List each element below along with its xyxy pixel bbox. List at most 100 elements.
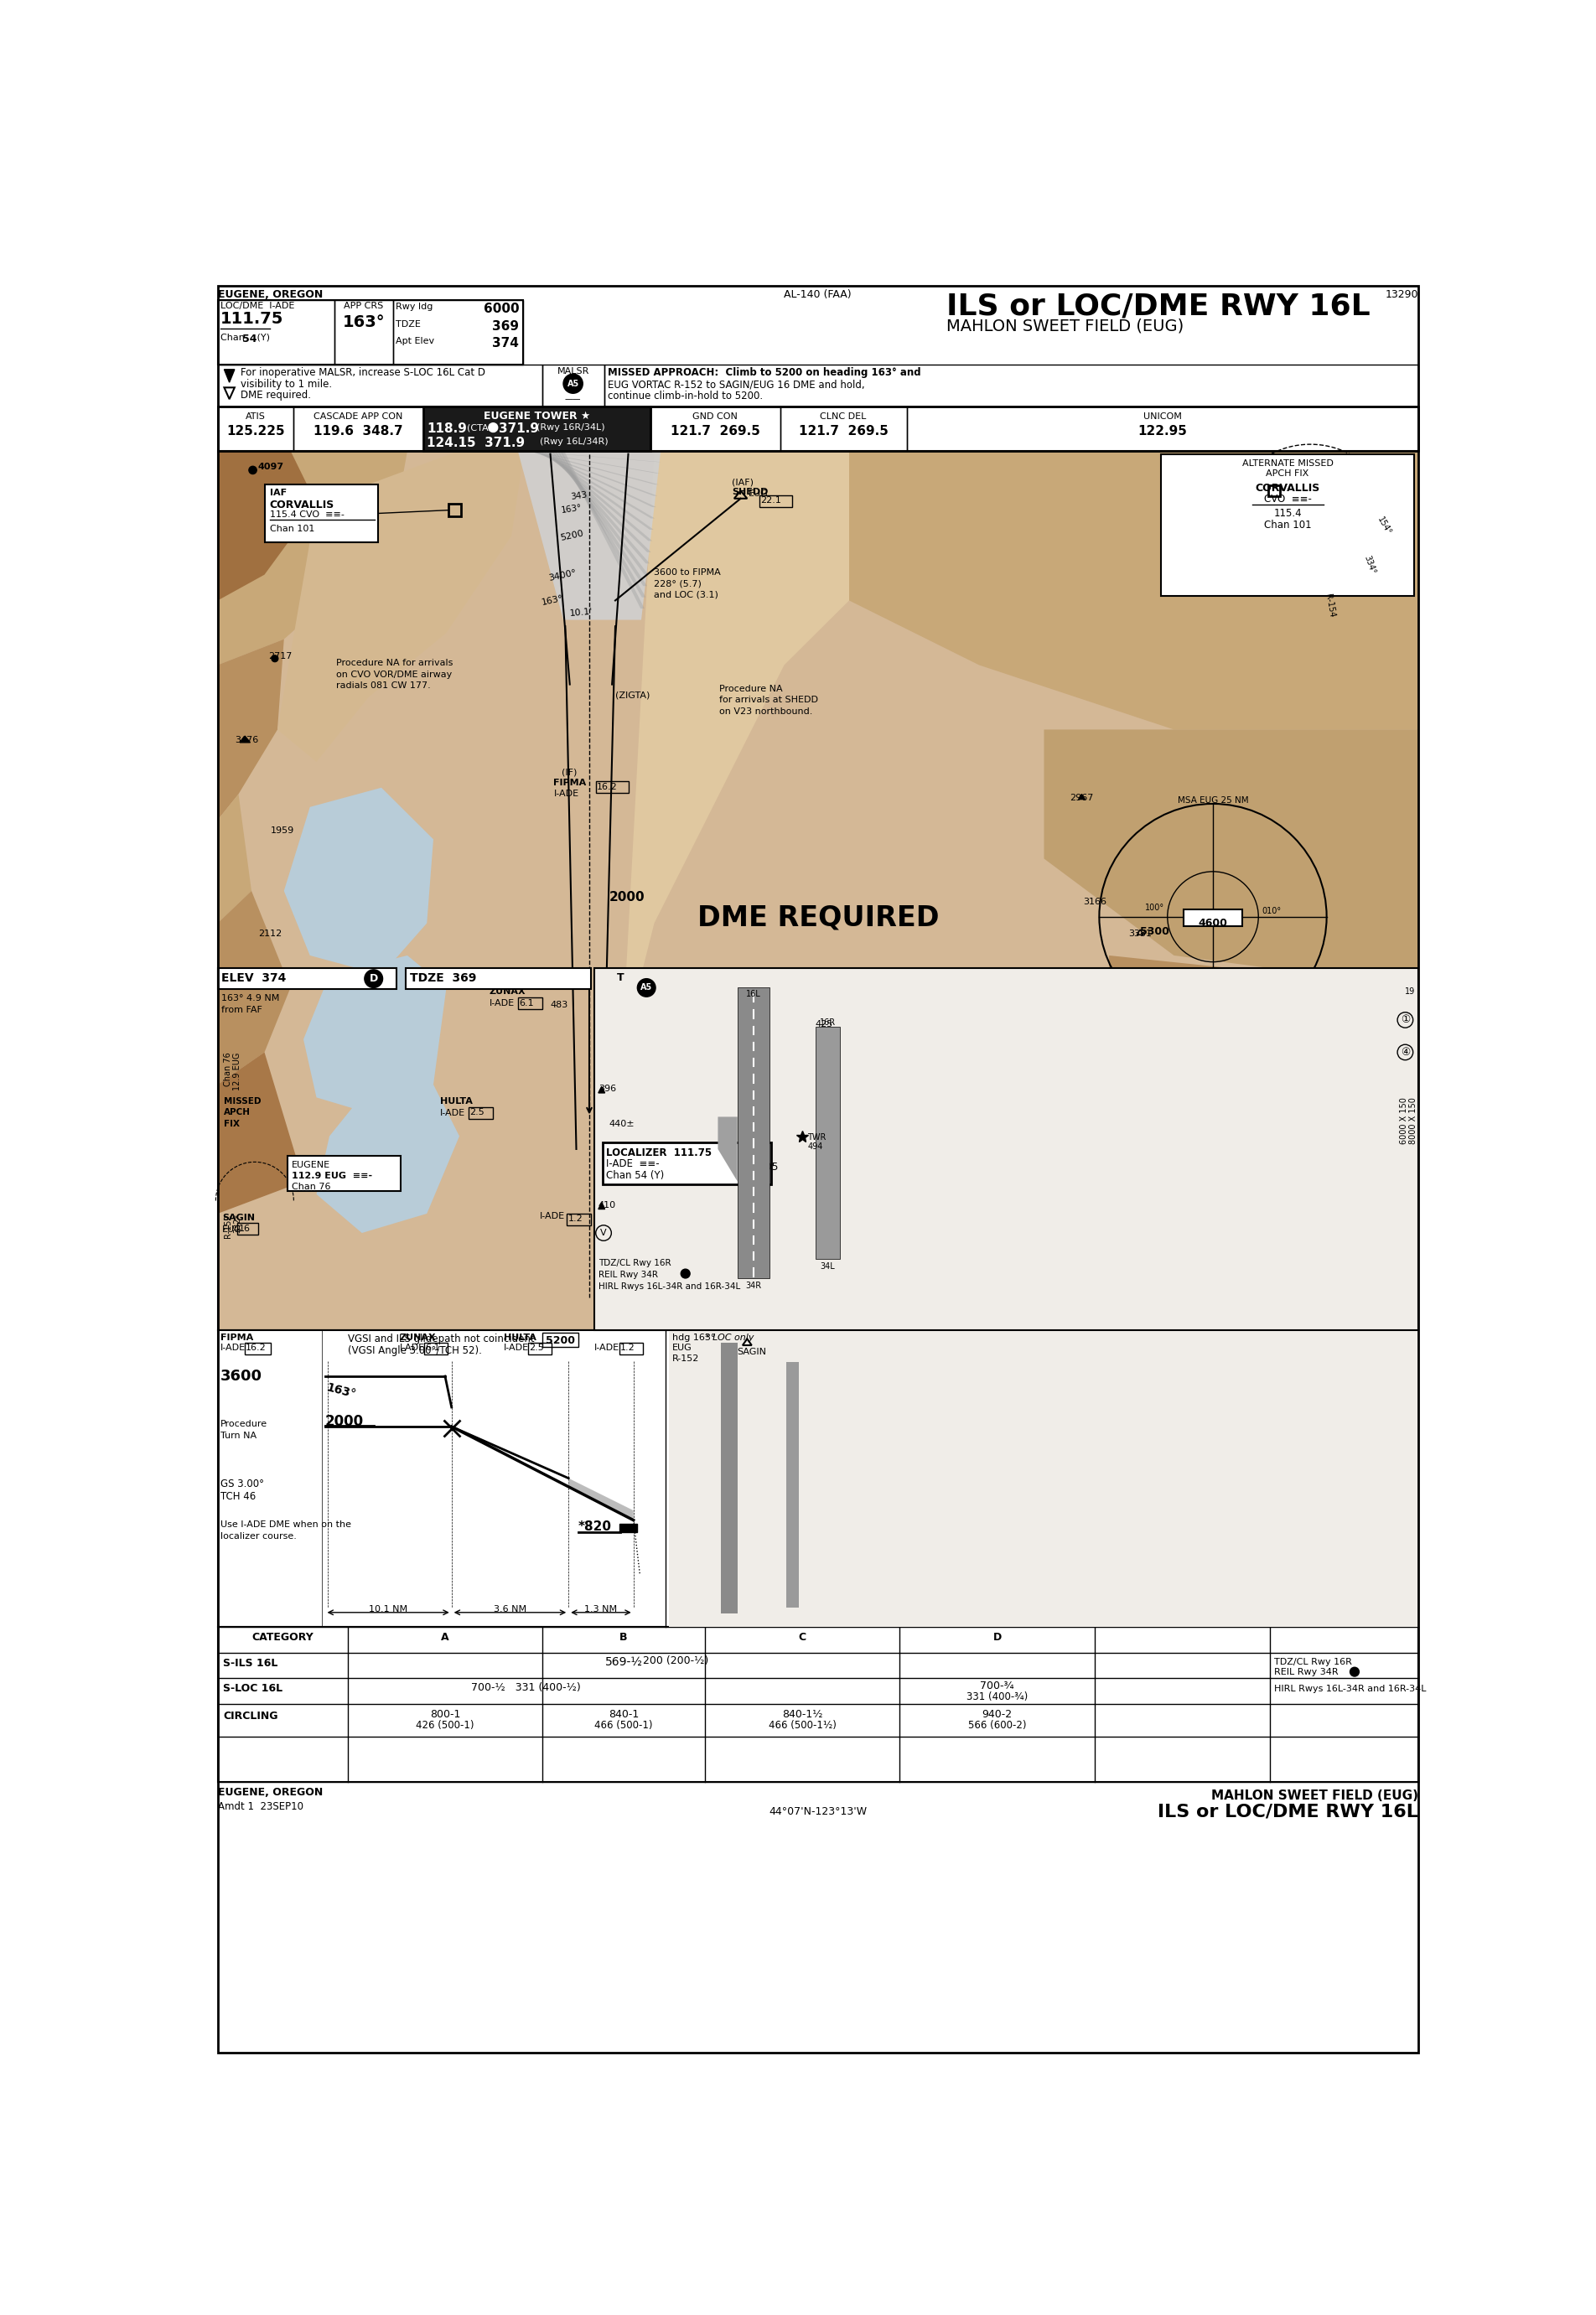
Polygon shape bbox=[284, 787, 434, 975]
Polygon shape bbox=[568, 1479, 634, 1521]
Circle shape bbox=[271, 655, 278, 662]
Text: CVO  ≡≡-: CVO ≡≡- bbox=[1264, 493, 1312, 505]
Text: TDZE: TDZE bbox=[396, 319, 421, 329]
Text: FIPMA: FIPMA bbox=[220, 1333, 254, 1343]
Text: 16L: 16L bbox=[747, 989, 761, 998]
Text: (Y): (Y) bbox=[254, 333, 270, 343]
Text: MISSED APPROACH:  Climb to 5200 on heading 163° and: MISSED APPROACH: Climb to 5200 on headin… bbox=[608, 368, 921, 377]
Polygon shape bbox=[303, 956, 447, 1116]
Bar bbox=[405, 968, 591, 989]
Text: 3476: 3476 bbox=[235, 736, 259, 745]
Text: I-ADE: I-ADE bbox=[220, 1345, 246, 1352]
Polygon shape bbox=[1079, 794, 1085, 799]
Text: T: T bbox=[618, 972, 624, 984]
Text: (CTAF): (CTAF) bbox=[468, 424, 498, 433]
Text: 331 (400-¾): 331 (400-¾) bbox=[967, 1692, 1028, 1702]
Text: APCH FIX: APCH FIX bbox=[1266, 470, 1309, 477]
Text: GS 3.00°: GS 3.00° bbox=[220, 1479, 263, 1489]
Text: 10.1': 10.1' bbox=[570, 607, 594, 618]
Text: ①: ① bbox=[1401, 1014, 1409, 1026]
Text: For inoperative MALSR, increase S-LOC 16L Cat D: For inoperative MALSR, increase S-LOC 16… bbox=[241, 368, 485, 377]
Text: radials 081 CW 177.: radials 081 CW 177. bbox=[335, 683, 431, 690]
Text: D: D bbox=[369, 972, 378, 984]
Text: Chan 54 (Y): Chan 54 (Y) bbox=[606, 1169, 664, 1181]
Bar bbox=[287, 1155, 401, 1190]
Text: HULTA: HULTA bbox=[503, 1333, 536, 1343]
Text: Chan 76: Chan 76 bbox=[223, 1053, 233, 1086]
Text: 13290: 13290 bbox=[1385, 289, 1419, 301]
Text: R-152: R-152 bbox=[223, 1213, 233, 1239]
Text: 2717: 2717 bbox=[268, 653, 292, 660]
Text: 163° 4.9 NM: 163° 4.9 NM bbox=[222, 993, 279, 1002]
Polygon shape bbox=[217, 891, 290, 1083]
Text: DME required.: DME required. bbox=[241, 391, 311, 400]
Polygon shape bbox=[239, 736, 251, 743]
Text: EUGENE: EUGENE bbox=[292, 1160, 330, 1169]
Text: R-152: R-152 bbox=[672, 1354, 699, 1364]
Text: 6.1: 6.1 bbox=[519, 998, 535, 1007]
Circle shape bbox=[488, 424, 498, 433]
Text: 118.9: 118.9 bbox=[426, 421, 468, 435]
Text: FIX: FIX bbox=[223, 1120, 239, 1127]
Text: Procedure NA for arrivals: Procedure NA for arrivals bbox=[335, 657, 453, 667]
Bar bbox=[244, 1343, 271, 1354]
Text: 396: 396 bbox=[598, 1083, 616, 1093]
Bar bbox=[619, 1523, 637, 1533]
Text: I-ADE: I-ADE bbox=[539, 1213, 565, 1220]
Bar bbox=[1184, 910, 1242, 926]
Text: *820: *820 bbox=[578, 1521, 611, 1533]
Text: Procedure NA: Procedure NA bbox=[720, 685, 782, 692]
Text: I-ADE: I-ADE bbox=[440, 1109, 464, 1118]
Text: 410: 410 bbox=[598, 1201, 616, 1208]
Text: 6000 X 150: 6000 X 150 bbox=[1400, 1097, 1408, 1144]
Text: 371.9: 371.9 bbox=[498, 421, 538, 435]
Polygon shape bbox=[718, 1116, 737, 1181]
Text: 2.5: 2.5 bbox=[528, 1345, 544, 1352]
Text: 4600: 4600 bbox=[1199, 919, 1227, 928]
Polygon shape bbox=[217, 451, 407, 664]
Bar bbox=[787, 1361, 800, 1607]
Text: 425: 425 bbox=[816, 1021, 833, 1028]
Bar bbox=[217, 1329, 1419, 1627]
Text: CORVALLIS: CORVALLIS bbox=[270, 500, 335, 509]
Bar bbox=[721, 1343, 737, 1614]
Text: MAHLON SWEET FIELD (EUG): MAHLON SWEET FIELD (EUG) bbox=[946, 317, 1184, 333]
Bar bbox=[217, 407, 294, 451]
Polygon shape bbox=[539, 451, 654, 530]
Bar bbox=[602, 1144, 771, 1185]
Polygon shape bbox=[533, 451, 656, 507]
Text: SAGIN: SAGIN bbox=[222, 1213, 255, 1222]
Bar bbox=[425, 1343, 447, 1354]
Text: 121.7  269.5: 121.7 269.5 bbox=[670, 426, 760, 438]
Text: 2967: 2967 bbox=[1069, 794, 1093, 803]
Text: ILS or LOC/DME RWY 16L: ILS or LOC/DME RWY 16L bbox=[1157, 1803, 1419, 1820]
Bar bbox=[1160, 454, 1414, 595]
Text: 115.4: 115.4 bbox=[1274, 509, 1302, 519]
Text: (VGSI Angle 3.00°/TCH 52).: (VGSI Angle 3.00°/TCH 52). bbox=[348, 1345, 482, 1357]
Text: 6.1: 6.1 bbox=[425, 1345, 439, 1352]
Bar bbox=[448, 505, 461, 516]
Circle shape bbox=[249, 465, 257, 475]
Bar bbox=[816, 1026, 839, 1259]
Polygon shape bbox=[560, 451, 645, 609]
Text: (IF): (IF) bbox=[562, 769, 578, 776]
Text: 163°: 163° bbox=[326, 1382, 358, 1401]
Bar bbox=[217, 1627, 1419, 1783]
Text: 334°: 334° bbox=[1363, 553, 1377, 574]
Text: 466 (500-1): 466 (500-1) bbox=[595, 1720, 653, 1732]
Bar bbox=[543, 363, 605, 407]
Text: ——: —— bbox=[565, 396, 581, 403]
Polygon shape bbox=[849, 451, 1419, 729]
Text: 163°: 163° bbox=[541, 595, 563, 607]
Text: REIL Rwy 34R: REIL Rwy 34R bbox=[598, 1271, 658, 1278]
Bar bbox=[567, 1213, 591, 1225]
Polygon shape bbox=[1044, 729, 1419, 989]
Text: 800-1: 800-1 bbox=[429, 1708, 460, 1720]
Text: 2.5: 2.5 bbox=[469, 1109, 485, 1116]
Polygon shape bbox=[598, 1086, 605, 1093]
Text: 16R: 16R bbox=[820, 1019, 836, 1028]
Text: EUGENE TOWER ★: EUGENE TOWER ★ bbox=[484, 410, 591, 421]
Text: EUG: EUG bbox=[222, 1225, 243, 1234]
Text: GND CON: GND CON bbox=[693, 412, 737, 421]
Bar bbox=[423, 407, 650, 451]
